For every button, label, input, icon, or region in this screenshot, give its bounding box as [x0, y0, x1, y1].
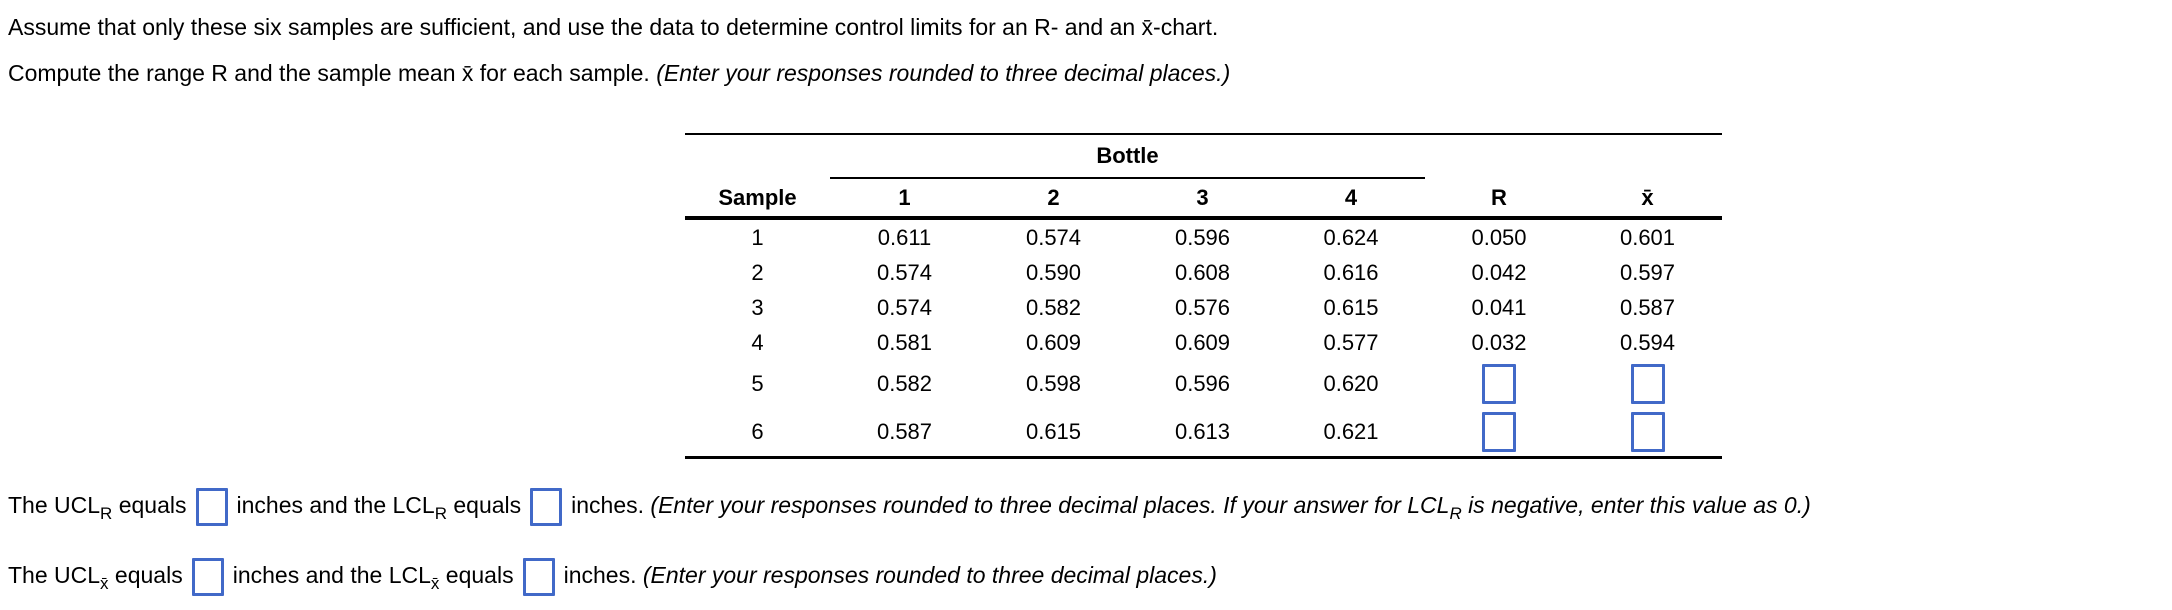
col-header-r: R — [1491, 184, 1507, 210]
col-header-sample: Sample — [718, 184, 797, 210]
mean-value: 0.587 — [1619, 294, 1676, 320]
sample-number: 2 — [751, 259, 764, 285]
xbar-line-units: inches. — [563, 562, 643, 588]
bottle-1-value: 0.581 — [876, 329, 933, 355]
bottle-3-value: 0.613 — [1174, 419, 1231, 444]
bottle-3-value: 0.609 — [1174, 329, 1231, 355]
lcl-xbar-input[interactable] — [522, 557, 555, 596]
table-body: 1 0.611 0.574 0.596 0.624 0.050 0.601 2 … — [685, 220, 1722, 459]
r-line-note: (Enter your responses rounded to three d… — [650, 492, 1811, 523]
range-input-sample-5[interactable] — [1482, 364, 1516, 404]
xbar-line-note: (Enter your responses rounded to three d… — [642, 562, 1217, 588]
note-lcl-r-subscript: R — [1449, 504, 1462, 523]
sample-number: 1 — [751, 224, 764, 250]
lcl-r-subscript: R — [434, 504, 447, 523]
lcl-r-input[interactable] — [530, 487, 563, 526]
lcl-xbar-label: inches and the LCLx̄ equals — [232, 562, 514, 593]
sample-number: 3 — [751, 294, 764, 320]
col-header-bottle-4: 4 — [1344, 184, 1358, 210]
xbar-chart-limits-line: The UCLx̄ equals inches and the LCLx̄ equ… — [8, 552, 1217, 598]
ucl-xbar-label: The UCLx̄ equals — [8, 562, 183, 593]
mean-value: 0.594 — [1619, 329, 1676, 355]
samples-table: Bottle Sample 1 2 3 4 R x̄ 1 0.611 0.574… — [685, 133, 1722, 459]
table-row: 2 0.574 0.590 0.608 0.616 0.042 0.597 — [685, 255, 1722, 290]
range-value: 0.050 — [1471, 224, 1527, 250]
bottle-4-value: 0.615 — [1323, 294, 1379, 320]
bottle-1-value: 0.582 — [876, 371, 933, 396]
table-row: 6 0.587 0.615 0.613 0.621 — [685, 408, 1722, 456]
bottle-3-value: 0.596 — [1174, 224, 1231, 250]
col-header-bottle-2: 2 — [1047, 184, 1060, 210]
table-row: 5 0.582 0.598 0.596 0.620 — [685, 360, 1722, 408]
ucl-r-subscript: R — [100, 504, 113, 523]
sample-number: 4 — [751, 329, 764, 355]
ucl-xbar-input[interactable] — [191, 557, 224, 596]
bottle-4-value: 0.621 — [1323, 419, 1379, 444]
table-row: 4 0.581 0.609 0.609 0.577 0.032 0.594 — [685, 325, 1722, 360]
instruction-line-1-text: Assume that only these six samples are s… — [8, 14, 1219, 40]
range-cell — [1425, 364, 1573, 404]
range-input-sample-6[interactable] — [1482, 412, 1516, 452]
instruction-line-2: Compute the range R and the sample mean … — [8, 58, 1230, 88]
bottle-2-value: 0.574 — [1025, 224, 1082, 250]
instruction-line-1: Assume that only these six samples are s… — [8, 12, 1218, 42]
bottle-4-value: 0.620 — [1323, 371, 1379, 396]
range-value: 0.032 — [1471, 329, 1527, 355]
range-value: 0.041 — [1471, 294, 1527, 320]
bottle-2-value: 0.609 — [1025, 329, 1082, 355]
ucl-r-label: The UCLR equals — [8, 492, 187, 523]
bottle-2-value: 0.582 — [1025, 294, 1082, 320]
lcl-r-label: inches and the LCLR equals — [236, 492, 522, 523]
col-header-xbar: x̄ — [1641, 184, 1654, 210]
table-row: 1 0.611 0.574 0.596 0.624 0.050 0.601 — [685, 220, 1722, 255]
bottle-4-value: 0.624 — [1323, 224, 1379, 250]
mean-input-sample-6[interactable] — [1630, 412, 1665, 452]
bottle-1-value: 0.574 — [876, 259, 933, 285]
bottle-1-value: 0.587 — [876, 419, 933, 444]
lcl-xbar-subscript: x̄ — [430, 574, 440, 593]
bottle-2-value: 0.590 — [1025, 259, 1082, 285]
mean-value: 0.597 — [1619, 259, 1676, 285]
mean-cell — [1573, 412, 1722, 452]
col-header-bottle-1: 1 — [898, 184, 911, 210]
mean-cell — [1573, 364, 1722, 404]
bottle-2-value: 0.615 — [1025, 419, 1082, 444]
table-header-row: Sample 1 2 3 4 R x̄ — [685, 179, 1722, 220]
instruction-line-2-note: (Enter your responses rounded to three d… — [656, 60, 1231, 86]
ucl-r-input[interactable] — [195, 487, 228, 526]
bottle-3-value: 0.576 — [1174, 294, 1231, 320]
table-row: 3 0.574 0.582 0.576 0.615 0.041 0.587 — [685, 290, 1722, 325]
bottle-1-value: 0.574 — [876, 294, 933, 320]
mean-input-sample-5[interactable] — [1630, 364, 1665, 404]
ucl-xbar-subscript: x̄ — [100, 574, 109, 593]
sample-number: 6 — [751, 419, 764, 444]
bottle-4-value: 0.577 — [1323, 329, 1379, 355]
table-group-header-row: Bottle — [685, 135, 1722, 179]
bottle-4-value: 0.616 — [1323, 259, 1379, 285]
range-cell — [1425, 412, 1573, 452]
r-chart-limits-line: The UCLR equals inches and the LCLR equal… — [8, 482, 1811, 528]
mean-value: 0.601 — [1619, 224, 1676, 250]
bottle-3-value: 0.608 — [1174, 259, 1231, 285]
sample-number: 5 — [751, 371, 764, 396]
instruction-line-2-text: Compute the range R and the sample mean … — [8, 60, 657, 86]
col-header-bottle-3: 3 — [1196, 184, 1209, 210]
r-line-units: inches. — [571, 492, 651, 518]
bottle-1-value: 0.611 — [877, 224, 932, 250]
range-value: 0.042 — [1471, 259, 1527, 285]
bottle-group-header: Bottle — [830, 135, 1425, 179]
bottle-3-value: 0.596 — [1174, 371, 1231, 396]
bottle-2-value: 0.598 — [1025, 371, 1082, 396]
